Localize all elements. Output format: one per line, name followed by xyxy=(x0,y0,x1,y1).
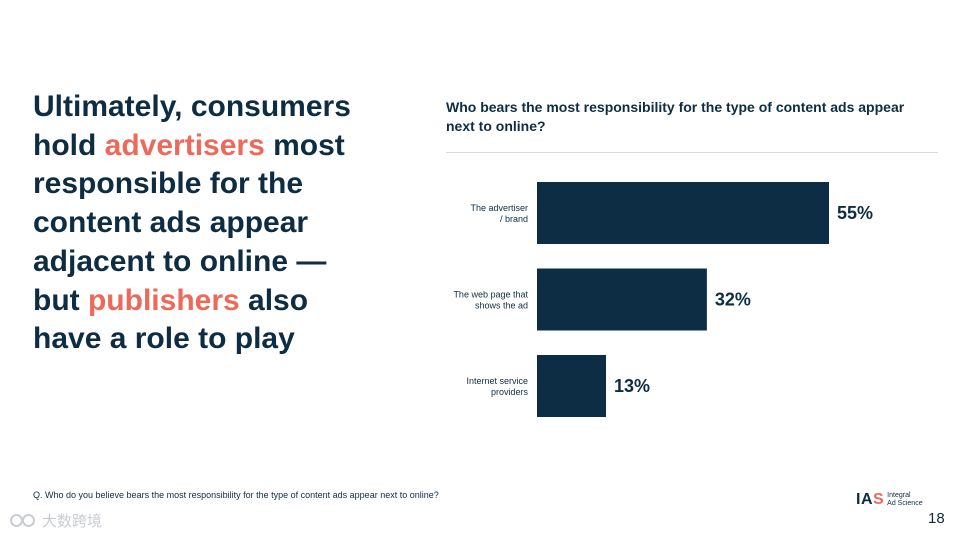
logo-mark: IAS xyxy=(856,491,884,509)
headline-highlight-publishers: publishers xyxy=(87,283,240,317)
bar-1 xyxy=(537,182,829,244)
watermark-logo-icon xyxy=(8,513,38,529)
watermark-text: 大数跨境 xyxy=(42,513,103,530)
headline-line-1: Ultimately, consumers xyxy=(33,90,351,123)
headline-line-6b: also xyxy=(239,283,309,317)
logo-text-line-1: Integral xyxy=(887,492,911,499)
headline-line-6a: but xyxy=(33,283,88,317)
value-label-2: 32% xyxy=(715,290,751,310)
category-label-1: The advertiser / brand xyxy=(470,203,528,224)
page-number: 18 xyxy=(928,510,945,527)
headline-line-5: adjacent to online — xyxy=(33,244,327,278)
category-label-3: Internet service providers xyxy=(466,376,528,397)
value-label-1: 55% xyxy=(837,203,873,223)
headline-highlight-advertisers: advertisers xyxy=(104,128,265,162)
headline: Ultimately, consumers hold advertisers m… xyxy=(33,88,413,359)
category-label-2: The web page that shows the ad xyxy=(453,290,528,311)
logo-text-line-2: Ad Science xyxy=(887,500,923,507)
headline-line-4: content ads appear xyxy=(33,206,309,240)
bar-2 xyxy=(537,268,707,331)
watermark: 大数跨境 xyxy=(8,510,102,531)
headline-line-2b: most xyxy=(264,128,345,162)
footnote: Q. Who do you believe bears the most res… xyxy=(33,490,439,500)
bar-3 xyxy=(537,355,607,417)
logo-text: Integral Ad Science xyxy=(887,492,922,508)
chart-divider xyxy=(446,152,938,153)
chart-title: Who bears the most responsibility for th… xyxy=(446,99,905,134)
logo-mark-s: S xyxy=(873,491,885,508)
logo-mark-ia: IA xyxy=(856,491,873,508)
headline-line-2a: hold xyxy=(33,128,105,162)
value-label-3: 13% xyxy=(614,376,650,396)
ias-logo: IAS Integral Ad Science xyxy=(856,491,923,509)
headline-line-7: have a role to play xyxy=(33,322,295,356)
headline-line-3: responsible for the xyxy=(33,167,304,201)
